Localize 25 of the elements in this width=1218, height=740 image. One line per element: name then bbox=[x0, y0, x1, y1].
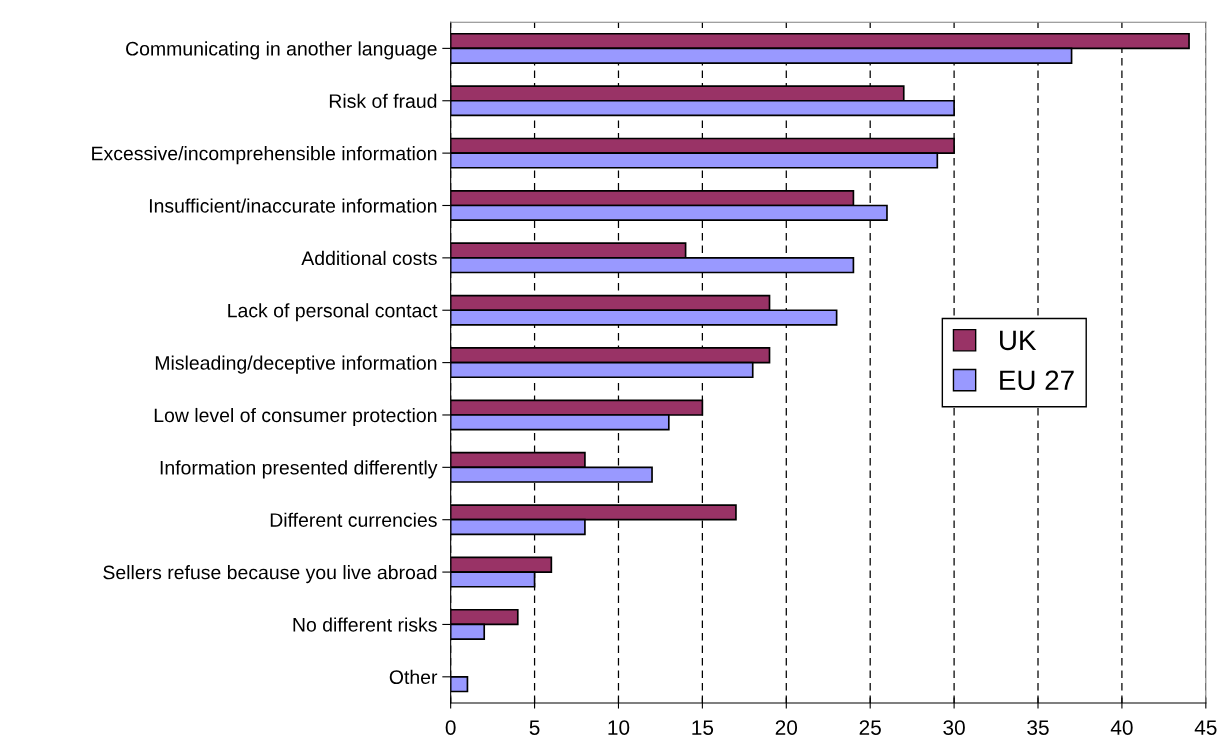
y-tick-label: Other bbox=[389, 669, 438, 685]
y-tick-label: Lack of personal contact bbox=[228, 303, 438, 322]
y-tick-label: Different currencies bbox=[270, 512, 437, 527]
y-tick-label: Information presented differently bbox=[160, 460, 438, 479]
y-tick-label: Insufficient/inaccurate information bbox=[149, 198, 437, 213]
x-tick-label: 40 bbox=[1110, 720, 1133, 735]
y-tick-label: Additional costs bbox=[301, 250, 437, 266]
x-tick-label: 25 bbox=[859, 720, 881, 735]
x-tick-label: 10 bbox=[608, 720, 630, 735]
x-tick-label: 45 bbox=[1194, 720, 1217, 735]
x-tick-label: 35 bbox=[1027, 720, 1049, 735]
legend-label: UK bbox=[1000, 330, 1037, 351]
y-tick-label: Excessive/incomprehensible information bbox=[92, 146, 437, 165]
x-tick-label: 15 bbox=[692, 720, 714, 735]
x-tick-label: 20 bbox=[775, 720, 798, 735]
y-tick-label: Sellers refuse because you live abroad bbox=[103, 565, 437, 584]
x-tick-label: 0 bbox=[445, 720, 456, 735]
x-tick-label: 5 bbox=[529, 720, 540, 735]
y-tick-label: No different risks bbox=[293, 617, 437, 632]
legend-label: EU 27 bbox=[1000, 370, 1074, 391]
y-tick-label: Communicating in another language bbox=[126, 41, 437, 60]
x-tick-label: 30 bbox=[943, 720, 965, 735]
y-tick-label: Risk of fraud bbox=[329, 93, 437, 108]
y-tick-label: Misleading/deceptive information bbox=[155, 355, 437, 374]
y-tick-label: Low level of consumer protection bbox=[154, 407, 437, 427]
